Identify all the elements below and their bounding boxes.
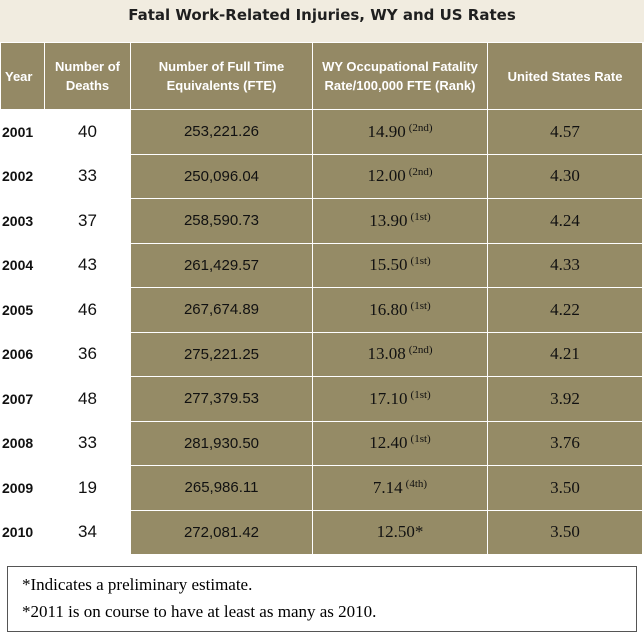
wy-rate-cell: 14.90 (2nd) — [312, 109, 488, 155]
wy-rate-cell: 12.50* — [312, 509, 488, 555]
year-cell: 2002 — [0, 153, 45, 199]
wy-rank-label: (1st) — [410, 210, 431, 223]
wy-rank-label: (2nd) — [408, 121, 433, 134]
deaths-cell: 37 — [44, 198, 131, 244]
year-cell: 2010 — [0, 509, 45, 555]
year-cell: 2006 — [0, 331, 45, 377]
wy-rate-cell: 13.08 (2nd) — [312, 331, 488, 377]
us-rate-cell: 4.57 — [487, 109, 643, 155]
wy-rank-label: (2nd) — [408, 166, 433, 179]
wy-rate-value: 14.90 — [367, 121, 406, 141]
table-row: 2010 34 272,081.42 12.50* 3.50 — [0, 509, 643, 555]
year-cell: 2005 — [0, 287, 45, 333]
deaths-cell: 40 — [44, 109, 131, 155]
us-rate-cell: 3.50 — [487, 509, 643, 555]
wy-rate-value: 13.08 — [367, 344, 406, 364]
fte-cell: 261,429.57 — [130, 242, 313, 288]
wy-rate-value: 7.14 — [372, 477, 403, 497]
header-wy-rate: WY Occupational Fatality Rate/100,000 FT… — [312, 42, 488, 110]
wy-rate-cell: 7.14 (4th) — [312, 465, 488, 511]
fatality-table: Year Number of Deaths Number of Full Tim… — [0, 42, 643, 555]
wy-rate-value: 15.50 — [369, 255, 408, 275]
wy-rate-cell: 16.80 (1st) — [312, 287, 488, 333]
footnote-2011: *2011 is on course to have at least as m… — [22, 602, 377, 621]
footnote-preliminary: *Indicates a preliminary estimate. — [22, 575, 253, 594]
year-cell: 2003 — [0, 198, 45, 244]
us-rate-cell: 4.33 — [487, 242, 643, 288]
deaths-cell: 46 — [44, 287, 131, 333]
table-row: 2001 40 253,221.26 14.90 (2nd) 4.57 — [0, 109, 643, 155]
deaths-cell: 36 — [44, 331, 131, 377]
wy-rate-cell: 12.00 (2nd) — [312, 153, 488, 199]
table-row: 2003 37 258,590.73 13.90 (1st) 4.24 — [0, 198, 643, 244]
header-fte: Number of Full Time Equivalents (FTE) — [130, 42, 313, 110]
deaths-cell: 34 — [44, 509, 131, 555]
wy-rank-label: (1st) — [410, 255, 431, 268]
header-row: Year Number of Deaths Number of Full Tim… — [0, 42, 643, 110]
fte-cell: 281,930.50 — [130, 420, 313, 466]
fte-cell: 272,081.42 — [130, 509, 313, 555]
us-rate-cell: 4.30 — [487, 153, 643, 199]
wy-rate-value: 12.00 — [367, 166, 406, 186]
year-cell: 2001 — [0, 109, 45, 155]
wy-rate-cell: 15.50 (1st) — [312, 242, 488, 288]
wy-rate-cell: 17.10 (1st) — [312, 376, 488, 422]
fte-cell: 258,590.73 — [130, 198, 313, 244]
table-row: 2004 43 261,429.57 15.50 (1st) 4.33 — [0, 242, 643, 288]
year-cell: 2004 — [0, 242, 45, 288]
deaths-cell: 33 — [44, 420, 131, 466]
fte-cell: 250,096.04 — [130, 153, 313, 199]
us-rate-cell: 3.76 — [487, 420, 643, 466]
deaths-cell: 19 — [44, 465, 131, 511]
wy-rate-value: 12.40 — [369, 433, 408, 453]
header-deaths: Number of Deaths — [44, 42, 131, 110]
table-title: Fatal Work-Related Injuries, WY and US R… — [0, 0, 644, 42]
deaths-cell: 43 — [44, 242, 131, 288]
us-rate-cell: 3.92 — [487, 376, 643, 422]
wy-rate-value: 12.50* — [376, 522, 424, 542]
wy-rate-cell: 12.40 (1st) — [312, 420, 488, 466]
us-rate-cell: 4.22 — [487, 287, 643, 333]
wy-rate-value: 17.10 — [369, 388, 408, 408]
wy-rank-label: (4th) — [405, 477, 428, 490]
wy-rate-value: 16.80 — [369, 299, 408, 319]
table-row: 2008 33 281,930.50 12.40 (1st) 3.76 — [0, 420, 643, 466]
header-us-rate: United States Rate — [487, 42, 643, 110]
year-cell: 2009 — [0, 465, 45, 511]
footnotes: *Indicates a preliminary estimate. *2011… — [7, 566, 637, 632]
wy-rank-label: (2nd) — [408, 344, 433, 357]
fte-cell: 265,986.11 — [130, 465, 313, 511]
year-cell: 2008 — [0, 420, 45, 466]
fte-cell: 275,221.25 — [130, 331, 313, 377]
us-rate-cell: 4.21 — [487, 331, 643, 377]
deaths-cell: 33 — [44, 153, 131, 199]
deaths-cell: 48 — [44, 376, 131, 422]
fte-cell: 277,379.53 — [130, 376, 313, 422]
us-rate-cell: 4.24 — [487, 198, 643, 244]
table-row: 2006 36 275,221.25 13.08 (2nd) 4.21 — [0, 331, 643, 377]
fte-cell: 267,674.89 — [130, 287, 313, 333]
wy-rate-value: 13.90 — [369, 210, 408, 230]
header-year: Year — [0, 42, 45, 110]
wy-rate-cell: 13.90 (1st) — [312, 198, 488, 244]
table-row: 2005 46 267,674.89 16.80 (1st) 4.22 — [0, 287, 643, 333]
wy-rank-label: (1st) — [410, 388, 431, 401]
table-row: 2009 19 265,986.11 7.14 (4th) 3.50 — [0, 465, 643, 511]
table-row: 2002 33 250,096.04 12.00 (2nd) 4.30 — [0, 153, 643, 199]
us-rate-cell: 3.50 — [487, 465, 643, 511]
fte-cell: 253,221.26 — [130, 109, 313, 155]
wy-rank-label: (1st) — [410, 433, 431, 446]
table-body: 2001 40 253,221.26 14.90 (2nd) 4.57 2002 33 250,… — [0, 109, 643, 555]
year-cell: 2007 — [0, 376, 45, 422]
table-row: 2007 48 277,379.53 17.10 (1st) 3.92 — [0, 376, 643, 422]
wy-rank-label: (1st) — [410, 299, 431, 312]
